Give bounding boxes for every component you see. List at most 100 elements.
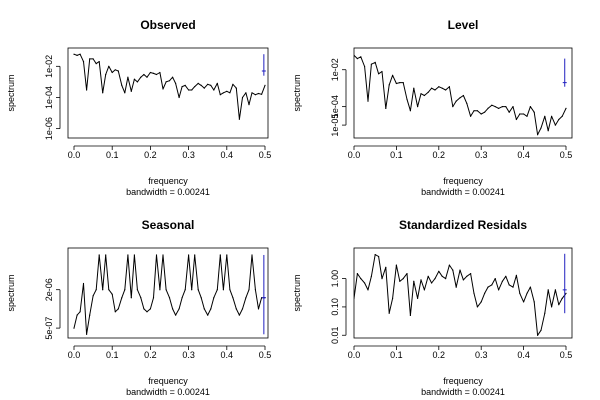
spectrum-point [462, 94, 464, 97]
y-tick-label: 1e-06 [44, 117, 54, 140]
spectrum-point [261, 93, 263, 95]
x-tick-label: 0.4 [517, 150, 530, 160]
spectrum-point [399, 280, 401, 282]
spectrum-point [491, 104, 493, 106]
spectrum-point [537, 134, 539, 136]
spectrum-point [152, 297, 155, 299]
spectrum-point [388, 84, 390, 86]
x-tick-label: 0.3 [475, 150, 488, 160]
spectrum-point [95, 63, 97, 65]
spectrum-point [146, 76, 148, 78]
spectrum-point [216, 289, 218, 291]
spectrum-point [73, 53, 75, 55]
plot-frame [353, 47, 573, 139]
spectrum-point [452, 106, 454, 108]
spectrum-point [143, 73, 145, 76]
spectrum-point [378, 73, 380, 75]
spectrum-point [558, 304, 560, 306]
spectrum-point [264, 84, 266, 86]
spectrum-point [565, 292, 567, 294]
spectrum-point [406, 98, 408, 100]
spectrum-point [162, 88, 164, 90]
spectrum-point [519, 292, 521, 294]
spectrum-point [565, 107, 567, 109]
spectrum-point [367, 100, 369, 102]
x-tick-label: 0.1 [106, 150, 119, 160]
spectrum-point [178, 96, 180, 99]
spectrum-point [529, 106, 532, 108]
spectrum-point [191, 289, 193, 291]
spectrum-point [533, 111, 535, 113]
spectrum-point [452, 269, 454, 271]
spectrum-point [395, 82, 397, 85]
spectrum-point [172, 76, 174, 78]
spectrum-point [466, 275, 468, 277]
plot-frame [67, 247, 269, 339]
spectrum-point [417, 297, 419, 299]
panel-title: Seasonal [142, 218, 195, 232]
spectrum-point [354, 297, 355, 299]
spectrum-point [558, 118, 560, 121]
spectrum-point [480, 301, 482, 303]
spectrum-point [92, 58, 94, 60]
spectrum-point [441, 275, 443, 277]
spectrum-point [356, 58, 358, 60]
y-tick-label: 1.00 [330, 270, 340, 288]
spectrum-point [92, 295, 94, 297]
y-tick-label: 2e-06 [44, 278, 54, 301]
spectrum-point [238, 118, 240, 120]
x-axis-label: frequency [443, 376, 483, 386]
spectrum-point [222, 92, 224, 94]
spectrum-point [378, 255, 380, 258]
spectrum-point [155, 73, 158, 76]
spectrum-point [498, 107, 500, 109]
spectrum-point [445, 278, 447, 280]
spectrum-point [73, 327, 75, 329]
spectrum-point [409, 110, 411, 112]
spectrum-point [124, 289, 126, 291]
x-tick-label: 0.0 [348, 150, 361, 160]
spectrum-point [146, 311, 148, 313]
spectrum-point [501, 106, 503, 108]
spectrum-point [136, 81, 138, 83]
spectrum-point [251, 254, 253, 256]
spectrum-point [473, 292, 475, 294]
spectrum-point [420, 279, 422, 281]
spectrum-point [105, 254, 107, 256]
spectrum-point [413, 280, 415, 282]
spectrum-point [207, 83, 209, 85]
spectrum-point [519, 113, 521, 115]
spectrum-point [367, 289, 369, 291]
spectrum-point [213, 89, 215, 91]
spectrum-line [73, 53, 266, 120]
spectrum-point [235, 87, 237, 89]
spectrum-point [184, 289, 186, 291]
spectrum-point [136, 289, 138, 291]
spectrum-point [540, 127, 542, 129]
y-axis-label: spectrum [292, 274, 302, 311]
spectrum-point [385, 107, 387, 109]
x-tick-label: 0.5 [560, 150, 573, 160]
spectrum-point [210, 308, 212, 310]
x-tick-label: 0.4 [221, 350, 234, 360]
spectrum-point [523, 301, 525, 303]
spectrum-point [431, 282, 433, 284]
spectrum-point [544, 115, 546, 117]
spectrum-point [547, 130, 549, 132]
spectrum-point [487, 286, 489, 288]
spectrum-point [117, 308, 119, 310]
spectrum-point [127, 76, 129, 78]
y-tick-label: 1e-05 [330, 114, 340, 137]
x-tick-label: 0.3 [182, 350, 195, 360]
spectrum-point [168, 80, 171, 82]
spectrum-point [86, 333, 88, 335]
spectrum-point [76, 314, 78, 316]
spectrum-point [364, 282, 366, 284]
spectrum-point [494, 106, 496, 108]
spectrum-point [505, 106, 507, 108]
spectrum-point [124, 92, 126, 94]
spectrum-point [207, 314, 209, 316]
plot-frame [353, 247, 573, 339]
spectrum-point [554, 124, 557, 126]
